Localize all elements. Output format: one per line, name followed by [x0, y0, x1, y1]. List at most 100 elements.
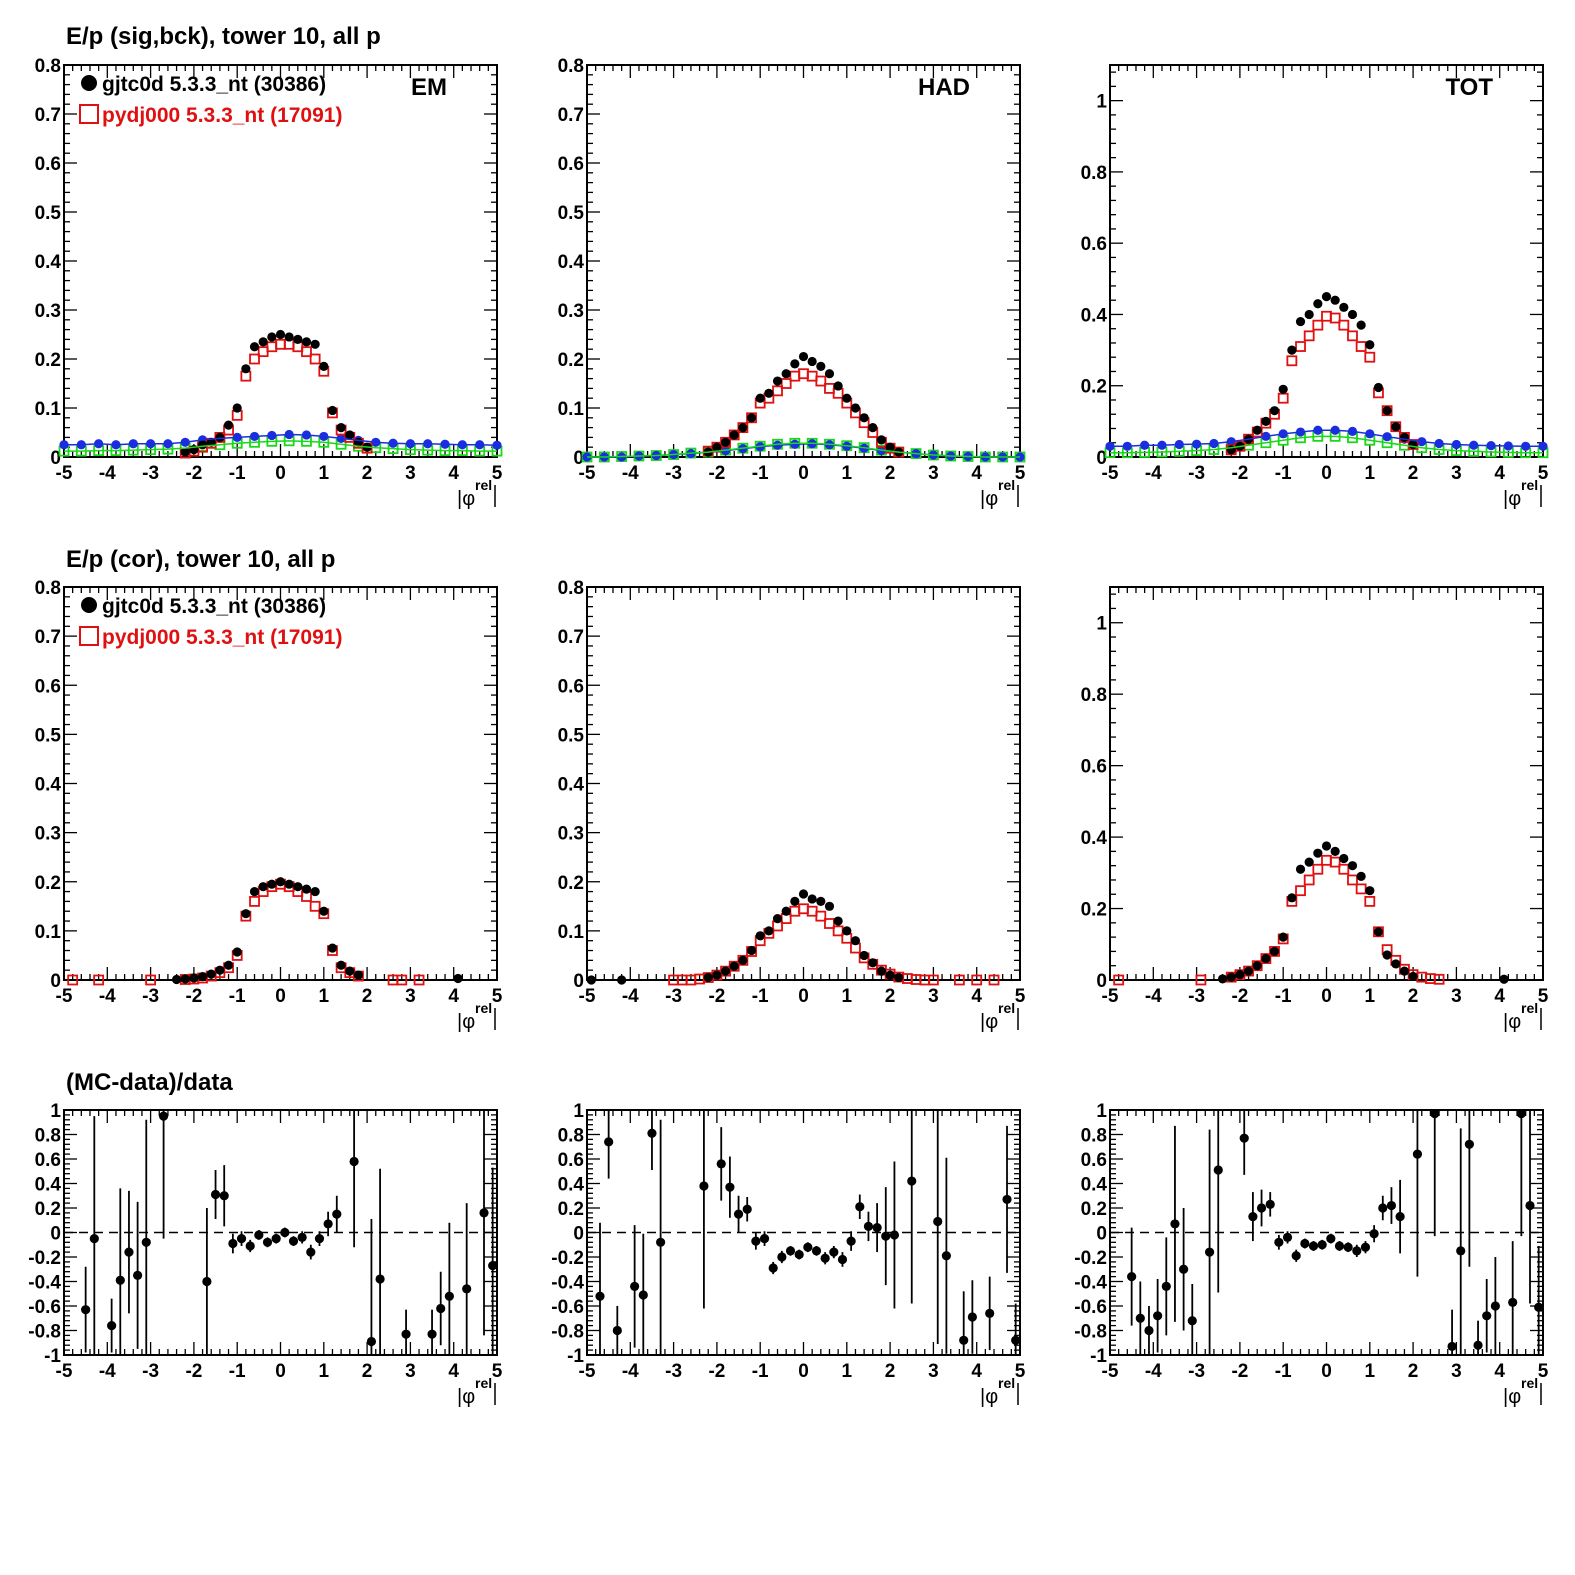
x-axis-label-sup: rel [475, 1375, 492, 1391]
y-tick-label: -0.8 [28, 1322, 61, 1343]
ratio-point [1317, 1240, 1327, 1250]
y-tick-label: 0.3 [558, 301, 584, 322]
data-point [1399, 966, 1410, 976]
mc-point [1295, 885, 1306, 897]
y-tick-label: 0.5 [35, 203, 62, 224]
ratio-point [656, 1237, 666, 1247]
bkg-mc-line [1110, 435, 1543, 454]
y-tick-label: 0.2 [558, 350, 584, 371]
y-tick-label: 0.4 [35, 1175, 62, 1196]
y-tick-label: -1 [44, 1346, 61, 1367]
data-point [790, 896, 800, 907]
ratio-point [933, 1216, 943, 1227]
mc-point [789, 370, 801, 382]
ratio-point [1508, 1297, 1518, 1307]
x-tick-label: -2 [185, 463, 202, 484]
y-tick-label: 0 [1096, 448, 1107, 469]
x-tick-label: -3 [665, 986, 682, 1007]
data-point [755, 931, 765, 941]
mc-point [953, 974, 965, 986]
plot-frame [586, 586, 1021, 981]
data-point [781, 906, 791, 916]
x-tick-label: 3 [928, 1361, 939, 1382]
data-point [894, 972, 904, 983]
data-point [284, 879, 294, 889]
y-tick-label: 0.8 [558, 578, 584, 599]
y-tick-label: 0.5 [558, 203, 585, 224]
ratio-point [647, 1128, 657, 1138]
y-tick-label: -0.6 [1074, 1297, 1107, 1318]
x-tick-label: -4 [99, 463, 116, 484]
data-point [453, 973, 463, 984]
mc-point [249, 896, 260, 907]
x-tick-label: 2 [362, 463, 373, 484]
x-tick-label: 4 [448, 1361, 459, 1382]
legend-label: pydj000 5.3.3_nt (17091) [102, 626, 342, 649]
data-point [807, 894, 817, 904]
ratio-point [375, 1274, 385, 1284]
mc-point [798, 903, 809, 915]
x-tick-label: -4 [1145, 463, 1162, 484]
data-point [772, 376, 783, 386]
ratio-point [228, 1238, 238, 1249]
x-tick-label: -3 [1188, 463, 1205, 484]
x-tick-label: 3 [928, 986, 939, 1007]
data-point [1339, 302, 1349, 312]
mc-point [971, 974, 983, 986]
data-point [232, 403, 242, 413]
ratio-point [1378, 1203, 1388, 1213]
ratio-point [725, 1182, 735, 1192]
y-tick-label: 0.4 [35, 775, 62, 796]
mc-point [309, 353, 321, 365]
ratio-point [1153, 1311, 1163, 1321]
x-tick-label: -5 [579, 463, 596, 484]
data-point [1243, 966, 1254, 976]
y-tick-label: 0.8 [35, 56, 61, 77]
data-point [258, 882, 268, 892]
data-point [223, 420, 234, 430]
data-point [885, 442, 895, 452]
data-point [781, 369, 791, 379]
y-tick-label: 0.1 [35, 922, 62, 943]
x-tick-label: -4 [1145, 1361, 1162, 1382]
y-tick-label: 0.2 [558, 1199, 584, 1220]
data-point [798, 889, 809, 899]
data-point [249, 342, 260, 352]
x-tick-label: 4 [971, 463, 982, 484]
data-point [1408, 971, 1418, 982]
data-point [807, 356, 817, 367]
x-axis-label: |φ [980, 488, 998, 510]
data-point [1278, 384, 1288, 394]
y-tick-label: -0.8 [1074, 1322, 1107, 1343]
mc-point [93, 974, 105, 986]
data-point [738, 423, 748, 433]
panel-tot-ratio: -5 -4 -3 -2 -1 0 1 2 3 4 5 -1 -0.8 -0.6 -0.4 -0.2 0 0.2 0.… [1074, 1101, 1548, 1408]
ratio-point [124, 1247, 134, 1257]
ratio-point [1326, 1234, 1336, 1244]
mc-point [1433, 973, 1445, 985]
x-tick-label: 0 [798, 1361, 809, 1382]
legend: gjtc0d 5.3.3_nt (30386) pydj000 5.3.3_nt … [79, 73, 342, 127]
ratio-point [699, 1181, 709, 1191]
x-tick-label: 1 [842, 986, 853, 1007]
x-tick-label: -4 [622, 986, 639, 1007]
ratio-point [777, 1252, 787, 1262]
data-point [327, 405, 338, 416]
x-tick-label: -2 [1231, 986, 1248, 1007]
x-tick-label: -5 [56, 1361, 73, 1382]
y-tick-label: 0.6 [35, 1150, 61, 1171]
ratio-point [967, 1312, 977, 1322]
panel-tag: HAD [918, 74, 970, 101]
ratio-point [785, 1246, 796, 1256]
y-tick-label: 0.2 [1081, 377, 1107, 398]
x-tick-label: 1 [1365, 986, 1376, 1007]
x-tick-label: 4 [1494, 1361, 1505, 1382]
mc-point [145, 974, 157, 986]
y-tick-label: 1 [573, 1101, 584, 1122]
x-tick-label: -1 [229, 463, 246, 484]
data-point [241, 364, 251, 374]
data-point [1382, 406, 1392, 416]
mc-point [249, 353, 260, 365]
x-tick-label: 5 [1538, 1361, 1549, 1382]
y-tick-label: 0.4 [558, 1175, 585, 1196]
